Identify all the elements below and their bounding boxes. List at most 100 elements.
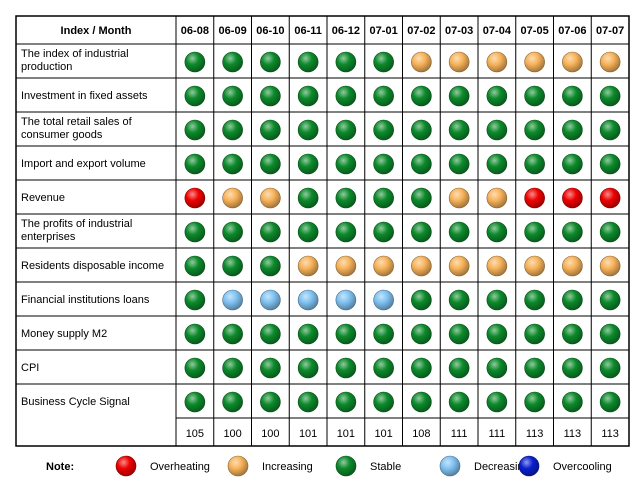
signal-dot-increasing [260, 187, 281, 209]
signal-dot-stable [297, 357, 319, 379]
signal-value: 101 [374, 428, 392, 440]
signal-dot-stable [524, 153, 545, 175]
signal-dot-stable [260, 85, 281, 107]
signal-dot-increasing [486, 51, 508, 73]
row-label-line: Investment in fixed assets [21, 90, 148, 102]
signal-dot-stable [260, 153, 281, 175]
signal-dot-stable [599, 85, 621, 107]
signal-dots [184, 51, 621, 413]
signal-dot-increasing [373, 255, 394, 277]
month-header: 07-07 [596, 25, 624, 37]
signal-dot-stable [184, 289, 206, 311]
signal-dot-stable [448, 391, 470, 413]
signal-dot-stable [411, 391, 432, 413]
signal-dot-stable [335, 357, 357, 379]
signal-value: 105 [186, 428, 204, 440]
legend-dot-increasing [227, 455, 249, 477]
row-label: Financial institutions loans [21, 294, 150, 306]
signal-dot-stable [184, 255, 206, 277]
row-label-line: The total retail sales of [21, 116, 133, 128]
signal-dot-stable [335, 153, 357, 175]
signal-dot-overheating [599, 187, 621, 209]
month-header: 07-05 [521, 25, 549, 37]
row-label: Money supply M2 [21, 328, 107, 340]
signal-dot-decreasing [335, 289, 357, 311]
signal-dot-increasing [562, 255, 583, 277]
signal-dot-stable [184, 221, 206, 243]
signal-dot-stable [486, 289, 508, 311]
signal-dot-increasing [524, 51, 545, 73]
row-label: The index of industrial production [21, 48, 129, 73]
signal-dot-stable [486, 221, 508, 243]
month-header: 07-02 [407, 25, 435, 37]
signal-dot-overheating [562, 187, 583, 209]
month-header: 07-04 [483, 25, 512, 37]
legend-dot-decreasing [439, 455, 461, 477]
month-header: 07-03 [445, 25, 473, 37]
signal-dot-stable [411, 289, 432, 311]
signal-dot-stable [297, 187, 319, 209]
signal-dot-increasing [486, 187, 508, 209]
signal-dot-stable [260, 221, 281, 243]
signal-dot-stable [222, 221, 243, 243]
signal-dot-stable [184, 51, 206, 73]
row-label-line: Money supply M2 [21, 328, 107, 340]
signal-dot-stable [486, 391, 508, 413]
signal-dot-stable [222, 51, 243, 73]
signal-dot-stable [599, 153, 621, 175]
signal-dot-increasing [486, 255, 508, 277]
signal-dot-stable [184, 323, 206, 345]
signal-dot-stable [373, 391, 394, 413]
signal-dot-stable [260, 357, 281, 379]
month-header: 06-10 [256, 25, 284, 37]
signal-dot-stable [562, 153, 583, 175]
signal-dot-stable [448, 85, 470, 107]
signal-dot-stable [486, 153, 508, 175]
row-label-line: Business Cycle Signal [21, 396, 130, 408]
row-label-line: Financial institutions loans [21, 294, 150, 306]
legend-label-decreasing: Decreasing [474, 461, 530, 473]
signal-value: 101 [337, 428, 355, 440]
row-label: Import and export volume [21, 158, 146, 170]
signal-dot-stable [373, 357, 394, 379]
row-label-line: Residents disposable income [21, 260, 164, 272]
signal-dot-increasing [448, 51, 470, 73]
signal-value: 111 [489, 428, 506, 440]
signal-value: 111 [451, 428, 468, 440]
signal-dot-stable [297, 221, 319, 243]
signal-dot-stable [411, 85, 432, 107]
signal-dot-stable [486, 323, 508, 345]
signal-dot-stable [448, 153, 470, 175]
signal-dot-increasing [599, 255, 621, 277]
signal-dot-stable [486, 357, 508, 379]
month-header: 07-01 [370, 25, 398, 37]
row-label-line: CPI [21, 362, 39, 374]
signal-dot-increasing [562, 51, 583, 73]
row-label: The profits of industrial enterprises [21, 218, 132, 243]
signal-dot-stable [260, 119, 281, 141]
month-header: 06-08 [181, 25, 209, 37]
signal-dot-stable [222, 391, 243, 413]
signal-dot-stable [562, 221, 583, 243]
legend: Note: Overheating Increasing Stable Decreasi… [46, 455, 612, 477]
signal-dot-stable [599, 357, 621, 379]
signal-dot-stable [524, 323, 545, 345]
row-label-line: The index of industrial [21, 48, 129, 60]
signal-dot-stable [524, 119, 545, 141]
signal-dot-stable [335, 85, 357, 107]
signal-dot-stable [373, 187, 394, 209]
month-header: 06-12 [332, 25, 360, 37]
signal-dot-stable [184, 391, 206, 413]
signal-dot-stable [184, 357, 206, 379]
signal-dot-stable [562, 357, 583, 379]
signal-dot-decreasing [222, 289, 243, 311]
signal-dot-stable [260, 391, 281, 413]
signal-dot-stable [373, 119, 394, 141]
signal-dot-decreasing [297, 289, 319, 311]
signal-dot-stable [448, 289, 470, 311]
month-header: 06-09 [219, 25, 247, 37]
table-text: Index / Month 06-08 06-09 06-10 06-11 06-12 07… [21, 25, 624, 440]
row-label: Business Cycle Signal [21, 396, 130, 408]
row-label-line: Import and export volume [21, 158, 146, 170]
signal-value: 100 [261, 428, 279, 440]
